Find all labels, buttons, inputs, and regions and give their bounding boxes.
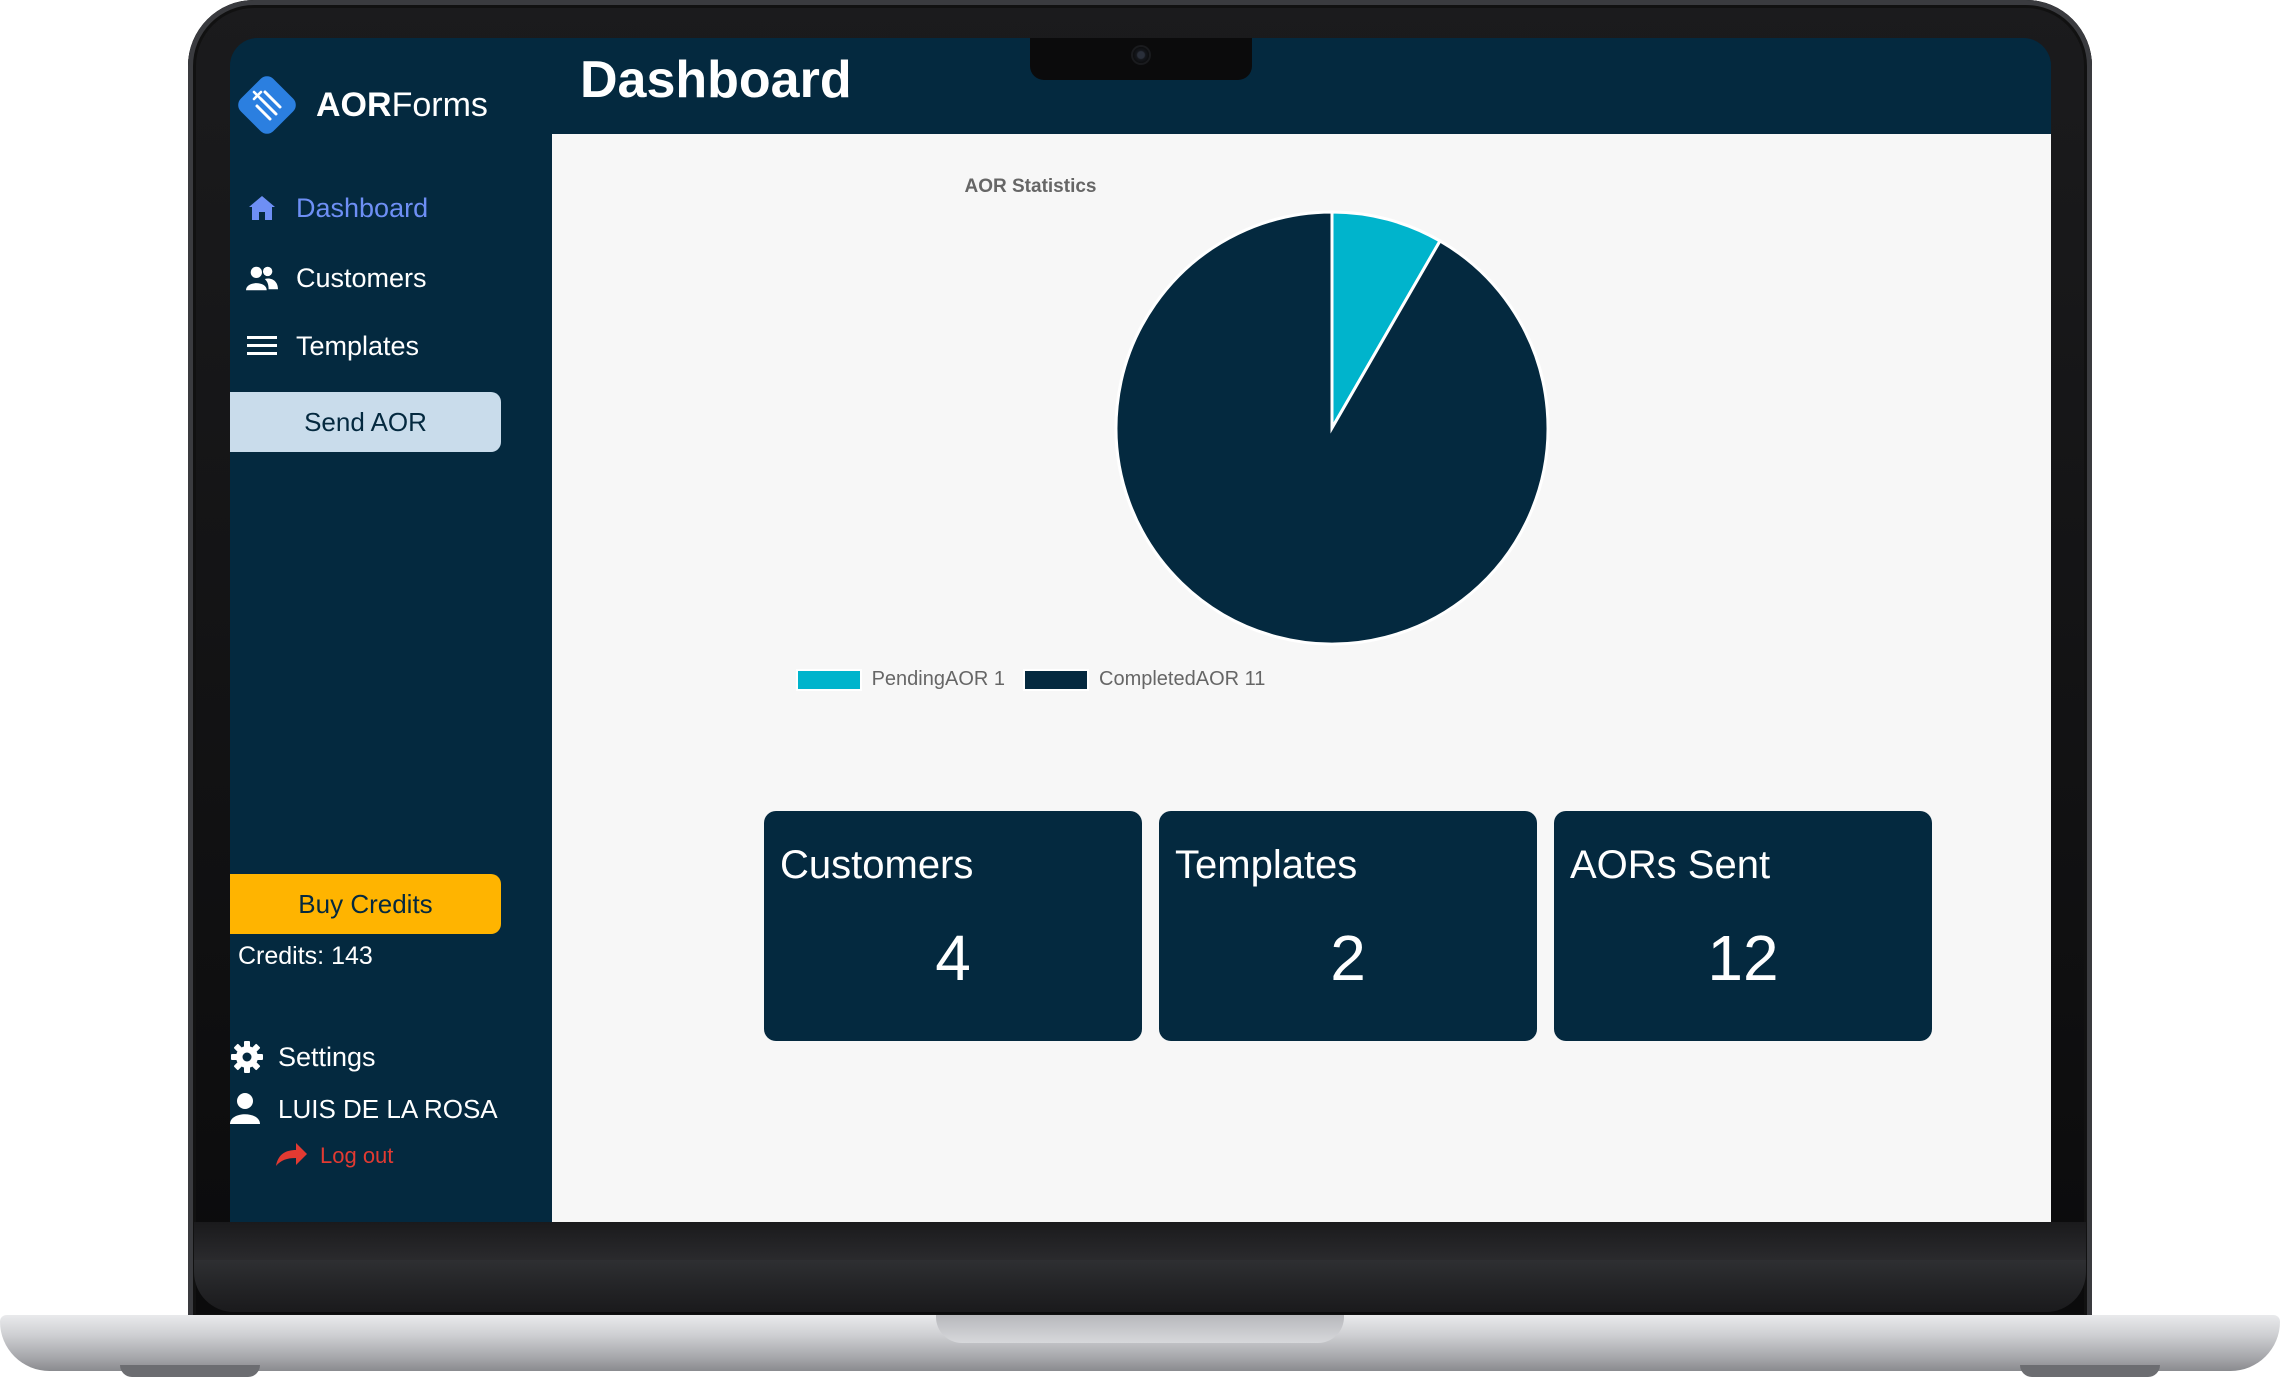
- stat-card-title: AORs Sent: [1570, 843, 1771, 887]
- pie-slice-completedaor[interactable]: [1114, 210, 1550, 646]
- laptop-opening-groove: [936, 1315, 1344, 1343]
- stat-card-value: 2: [1330, 922, 1366, 994]
- legend-swatch-completed: [1023, 668, 1090, 691]
- pie-chart: [1114, 210, 1550, 646]
- laptop-chin: [194, 1260, 2086, 1312]
- stat-card-aors-sent[interactable]: AORs Sent 12: [1554, 811, 1932, 1041]
- sidebar-item-label: Templates: [296, 330, 420, 361]
- legend-label-pending: PendingAOR 1: [871, 668, 1006, 690]
- camera-notch: [1030, 38, 1252, 80]
- chart-legend: PendingAOR 1 CompletedAOR 11: [230, 668, 1831, 691]
- legend-label-completed: CompletedAOR 11: [1099, 668, 1266, 690]
- webcam-icon: [1133, 47, 1149, 63]
- stat-card-customers[interactable]: Customers 4: [764, 811, 1142, 1041]
- sidebar: AORForms Dashboard Customers Templates S…: [230, 38, 552, 1222]
- buy-credits-button[interactable]: Buy Credits: [230, 874, 501, 934]
- legend-swatch-pending: [795, 668, 862, 691]
- stat-card-value: 12: [1707, 922, 1779, 994]
- legend-item-pending[interactable]: PendingAOR 1: [795, 668, 1006, 691]
- credits-balance: Credits: 143: [238, 942, 373, 970]
- laptop-screen: AORForms Dashboard Customers Templates S…: [230, 38, 2051, 1222]
- home-icon: [246, 192, 278, 224]
- user-name: LUIS DE LA ROSA: [278, 1093, 498, 1124]
- settings-label: Settings: [278, 1041, 376, 1072]
- logout-link[interactable]: Log out: [274, 1142, 393, 1170]
- send-aor-button[interactable]: Send AOR: [230, 392, 501, 452]
- brand[interactable]: AORForms: [232, 70, 488, 140]
- user-profile[interactable]: LUIS DE LA ROSA: [230, 1092, 498, 1126]
- page-title: Dashboard: [580, 51, 852, 109]
- laptop-foot-left: [120, 1365, 260, 1377]
- stat-card-templates[interactable]: Templates 2: [1159, 811, 1537, 1041]
- logout-label: Log out: [320, 1143, 394, 1168]
- list-icon: [246, 330, 278, 362]
- stat-card-title: Customers: [780, 843, 974, 887]
- sidebar-item-customers[interactable]: Customers: [246, 262, 427, 294]
- sidebar-item-label: Dashboard: [296, 192, 429, 223]
- top-header: [552, 38, 2051, 134]
- sidebar-item-dashboard[interactable]: Dashboard: [246, 192, 428, 224]
- legend-item-completed[interactable]: CompletedAOR 11: [1023, 668, 1265, 691]
- settings-link[interactable]: Settings: [230, 1040, 376, 1074]
- logout-arrow-icon: [274, 1142, 308, 1170]
- laptop-foot-right: [2020, 1365, 2160, 1377]
- laptop-bottom-bezel: [194, 1222, 2086, 1260]
- stat-card-title: Templates: [1175, 843, 1358, 887]
- sidebar-item-label: Customers: [296, 262, 427, 293]
- stat-card-value: 4: [935, 922, 971, 994]
- gear-icon: [230, 1040, 264, 1074]
- aorforms-logo-icon: [238, 76, 296, 134]
- chart-title: AOR Statistics: [964, 176, 1097, 197]
- sidebar-item-templates[interactable]: Templates: [246, 330, 419, 362]
- user-icon: [230, 1092, 264, 1126]
- pie-slice-pendingaor[interactable]: [1330, 210, 1443, 434]
- users-icon: [246, 262, 278, 294]
- brand-name: AORForms: [316, 85, 488, 124]
